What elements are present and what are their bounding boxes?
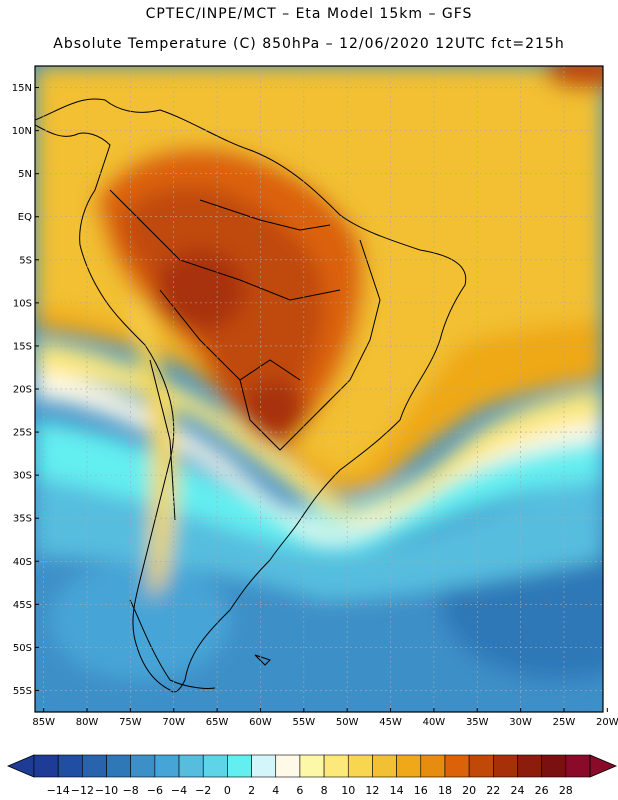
- colorbar-segment: [57, 754, 83, 778]
- colorbar-label: 22: [486, 784, 500, 797]
- colorbar-label: 16: [414, 784, 428, 797]
- lon-label: 45W: [379, 717, 402, 728]
- colorbar-segment: [251, 754, 277, 778]
- colorbar-segment: [154, 754, 180, 778]
- colorbar-label: 18: [438, 784, 452, 797]
- lon-label: 30W: [509, 717, 532, 728]
- colorbar-label: −2: [195, 784, 211, 797]
- lat-label: 45S: [13, 600, 32, 611]
- longitude-axis: 85W 80W 75W 70W 65W 60W 55W 50W 45W 40W 35W 30W 25W 2…: [32, 708, 618, 728]
- lon-label: 50W: [336, 717, 359, 728]
- lat-label: 25S: [13, 428, 32, 439]
- colorbar-label: −10: [95, 784, 118, 797]
- colorbar-label: −12: [71, 784, 94, 797]
- lat-label: 20S: [13, 385, 32, 396]
- lon-label: 25W: [553, 717, 576, 728]
- map-title-line2: Absolute Temperature (C) 850hPa – 12/06/…: [53, 36, 565, 52]
- lat-label: 55S: [13, 686, 32, 697]
- lon-label: 80W: [76, 717, 99, 728]
- colorbar-segment: [493, 754, 518, 778]
- colorbar-segment: [468, 754, 494, 778]
- colorbar-segment: [202, 754, 228, 778]
- lon-label: 75W: [119, 717, 142, 728]
- lat-label: 50S: [13, 643, 32, 654]
- latitude-axis: 15N 10N 5N EQ 5S 10S 15S 20S 25S 30S 35S 40S 45S 50S 5…: [12, 83, 39, 697]
- colorbar-label: 12: [365, 784, 379, 797]
- colorbar-segment: [347, 754, 373, 778]
- lon-label: 20W: [596, 717, 618, 728]
- lon-label: 70W: [162, 717, 185, 728]
- colorbar-segment: [130, 754, 156, 778]
- colorbar-label: −4: [171, 784, 187, 797]
- lon-label: 65W: [206, 717, 229, 728]
- lon-label: 35W: [466, 717, 489, 728]
- lat-label: 5S: [19, 255, 32, 266]
- colorbar-label: −6: [147, 784, 163, 797]
- colorbar-label: 0: [224, 784, 231, 797]
- colorbar-label: 2: [248, 784, 255, 797]
- colorbar-segment: [444, 754, 470, 778]
- lat-label: 35S: [13, 514, 32, 525]
- lon-label: 60W: [249, 717, 272, 728]
- lon-label: 55W: [293, 717, 316, 728]
- lat-label: 15N: [12, 83, 32, 94]
- colorbar-segment: [517, 754, 542, 778]
- colorbar-segment: [33, 754, 59, 778]
- colorbar-label: 14: [390, 784, 404, 797]
- lat-label: 5N: [18, 169, 32, 180]
- colorbar-segment: [420, 754, 446, 778]
- colorbar-label: 6: [296, 784, 303, 797]
- colorbar-label: 24: [510, 784, 524, 797]
- colorbar-max-arrow: [589, 754, 618, 778]
- colorbar-segment: [323, 754, 349, 778]
- lat-label: EQ: [18, 212, 32, 223]
- map-title-line1: CPTEC/INPE/MCT – Eta Model 15km – GFS: [145, 6, 473, 22]
- colorbar-segment: [541, 754, 567, 778]
- colorbar-segment: [396, 754, 422, 778]
- colorbar-segment: [372, 754, 397, 778]
- colorbar-segment: [106, 754, 131, 778]
- colorbar-label: 28: [559, 784, 573, 797]
- colorbar-labels: −14 −12 −10 −8 −6 −4 −2 0 2 4 6 8 10 12 14 16 18 20 22 24 26…: [47, 784, 573, 797]
- colorbar-segment: [82, 754, 107, 778]
- colorbar-segment: [275, 754, 301, 778]
- colorbar-label: 20: [462, 784, 476, 797]
- colorbar-label: −8: [123, 784, 139, 797]
- colorbar-label: 8: [321, 784, 328, 797]
- lat-label: 10N: [12, 126, 32, 137]
- colorbar-min-arrow: [6, 754, 35, 778]
- colorbar-label: 4: [272, 784, 279, 797]
- temperature-field: [35, 66, 603, 712]
- colorbar: [6, 754, 618, 778]
- lat-label: 40S: [13, 557, 32, 568]
- lat-label: 15S: [13, 341, 32, 352]
- lon-label: 85W: [32, 717, 55, 728]
- colorbar-segment: [299, 754, 325, 778]
- colorbar-segment: [227, 754, 252, 778]
- colorbar-label: 10: [341, 784, 355, 797]
- lat-label: 30S: [13, 471, 32, 482]
- colorbar-label: 26: [535, 784, 549, 797]
- coastlines: [35, 98, 467, 693]
- colorbar-label: −14: [47, 784, 70, 797]
- lon-label: 40W: [423, 717, 446, 728]
- colorbar-segment: [178, 754, 204, 778]
- lat-label: 10S: [13, 298, 32, 309]
- colorbar-segment: [565, 754, 591, 778]
